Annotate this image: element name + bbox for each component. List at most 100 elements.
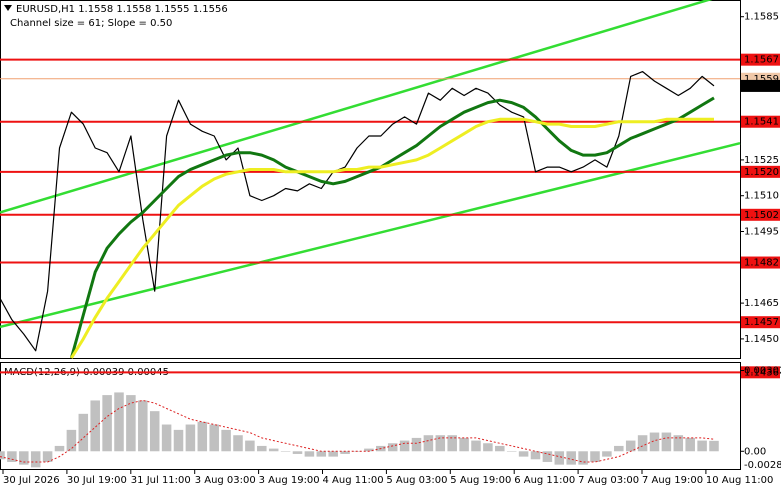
macd-bar [471,440,481,452]
y-tick-label: 1.1495 [744,227,779,238]
macd-bar [233,435,243,452]
x-tick-label: 5 Aug 03:00 [386,475,447,486]
macd-bar [649,432,660,452]
macd-bar [0,451,5,460]
level-box [741,53,780,66]
level-box [741,208,780,221]
macd-bar [114,392,124,452]
macd-bar [19,451,29,465]
macd-bottom-label: -0.00284 [744,460,781,471]
level-label: 1.1436 [744,367,779,378]
series-line [0,71,715,352]
macd-bar [495,445,505,452]
macd-bar [280,451,291,452]
level-box [741,165,780,178]
macd-bar [66,429,77,452]
macd-bar [685,437,695,452]
y-tick-label: 1.1465 [744,298,779,309]
macd-bar [614,445,624,452]
macd-bar [292,451,303,454]
macd-bar [447,435,457,452]
macd-signal [0,399,715,463]
y-tick-label: 1.1525 [744,155,779,166]
last-price-label: 1.1556 [744,81,779,92]
macd-bar [637,435,648,452]
macd-bar [566,451,576,465]
macd-bar [673,435,684,452]
x-tick-label: 3 Aug 19:00 [259,475,320,486]
macd-bar [161,424,172,452]
macd-bar [30,451,41,468]
y-tick-label: 1.1450 [744,334,779,345]
macd-bar [364,448,374,452]
level-box [741,316,780,329]
macd-bar [102,395,112,452]
level-label: 1.1520 [744,167,779,178]
x-tick-label: 30 Jul 19:00 [67,475,127,486]
level-label: 1.1502 [744,210,779,221]
x-tick-label: 7 Aug 03:00 [578,475,639,486]
x-tick-label: 31 Jul 11:00 [131,475,191,486]
x-tick-label: 30 Jul 2026 [3,475,60,486]
macd-bar [518,451,529,457]
x-tick-label: 6 Aug 11:00 [514,475,575,486]
level-box [741,256,780,269]
macd-bar [483,443,493,452]
series-line [69,96,715,359]
macd-bar [304,451,315,457]
macd-bar [78,413,89,452]
macd-bar [661,432,672,452]
macd-bar [257,445,267,452]
macd-bar [126,395,136,452]
x-tick-label: 4 Aug 11:00 [323,475,384,486]
macd-bar [697,440,707,452]
macd-bar [138,400,148,452]
macd-bar [340,451,350,454]
macd-tick-label: 0.00 [744,446,766,457]
level-label: 1.1567 [744,55,779,66]
macd-bar [387,443,398,452]
macd-bar [459,437,469,452]
x-tick-label: 7 Aug 19:00 [642,475,703,486]
macd-bar [173,429,184,452]
macd-bar [316,451,327,457]
macd-bar [328,451,338,457]
y-tick-label: 1.1510 [744,191,779,202]
macd-bar [221,429,231,452]
macd-bar [506,451,517,452]
macd-bar [554,451,565,465]
chart-subtitle: Channel size = 61; Slope = 0.50 [10,18,172,29]
macd-bar [54,445,65,452]
macd-bar [185,424,196,452]
ask-label: 1.1559 [744,74,779,85]
macd-bar [149,411,160,452]
macd-bar [602,451,612,457]
macd-bar [399,440,410,452]
macd-bar [90,400,100,452]
macd-bar [542,451,553,462]
x-tick-label: 3 Aug 03:00 [195,475,256,486]
macd-bar [423,435,434,452]
macd-bar [530,451,541,460]
macd-tick-label: 0.00302 [744,365,781,376]
symbol-icon [4,5,12,11]
macd-bar [197,421,208,452]
macd-bar [268,448,279,452]
x-tick-label: 5 Aug 19:00 [450,475,511,486]
macd-bar [411,437,422,452]
level-box [741,366,780,379]
channel-line [0,0,713,214]
x-tick-label: 10 Aug 11:00 [706,475,773,486]
macd-panel [0,362,741,470]
series-line [70,117,714,359]
macd-bar [7,451,17,462]
y-tick-label: 1.1585 [744,12,779,23]
channel-line [0,141,741,329]
chart-title: EURUSD,H1 1.1558 1.1558 1.1555 1.1556 [16,4,228,15]
level-label: 1.1457 [744,317,779,328]
macd-bar [709,440,719,452]
macd-bar [625,440,636,452]
macd-bar [245,440,255,452]
macd-bar [435,435,446,452]
